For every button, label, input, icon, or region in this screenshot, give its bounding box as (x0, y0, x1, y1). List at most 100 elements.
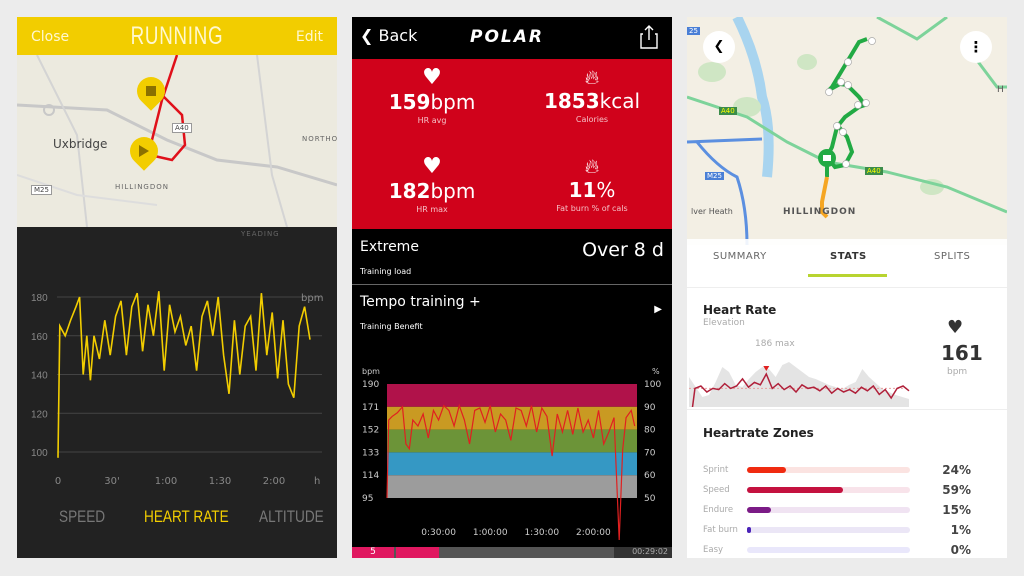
heart-rate-title: Heart Rate (703, 303, 777, 317)
y-tick-label-left: 133 (362, 448, 379, 458)
zone-bar-track (747, 507, 910, 513)
heart-icon: ♥ (422, 65, 442, 90)
lap-progress (396, 547, 440, 558)
route-map[interactable]: Uxbridge HILLINGDON NORTHO YEADING A40 M… (17, 54, 337, 238)
flame-icon: 🔥︎ (584, 154, 600, 178)
stat-hr-avg: ♥ 159bpm HR avg (352, 65, 512, 125)
x-axis-label: h (314, 476, 320, 487)
heart-rate-unit: bpm (947, 367, 968, 377)
divider (687, 287, 1007, 288)
heart-rate-value: 161 (941, 341, 983, 365)
heart-rate-icon: ♥ (947, 317, 964, 338)
page-title: RUNNING (130, 22, 224, 50)
chevron-left-icon: ❮ (360, 26, 374, 45)
x-tick-label: 1:30:00 (524, 528, 559, 538)
stat-fat-burn: 🔥︎ 11% Fat burn % of cals (512, 154, 672, 213)
y-tick-label-right: 60 (644, 471, 656, 481)
heart-rate-line (691, 372, 910, 407)
zone-percent: 59% (942, 483, 971, 497)
road-shield: M25 (705, 172, 724, 180)
share-icon[interactable] (640, 25, 658, 49)
back-button[interactable]: ❮ (703, 31, 735, 63)
tab-altitude[interactable]: ALTITUDE (259, 507, 324, 526)
active-tab-indicator (808, 274, 887, 277)
y-tick-label-right: 50 (644, 494, 656, 504)
map-label: NORTHO (302, 135, 337, 143)
y-tick-label: 160 (31, 332, 48, 343)
y-tick-label-right: 100 (644, 380, 661, 390)
more-options-button[interactable]: ⋮ (960, 31, 992, 63)
zone-label: Speed (703, 485, 730, 495)
road-shield: A40 (172, 123, 192, 133)
hr-zones-chart: 95 50 114 60 133 70 152 80 171 90 190 100 bpm % 0:30:0… (362, 367, 661, 541)
zone-band (387, 475, 637, 498)
road-shield: M25 (31, 185, 52, 195)
close-button[interactable]: Close (31, 29, 70, 45)
heart-rate-elevation-chart (689, 362, 910, 407)
heart-rate-line (57, 291, 311, 458)
lap-time: 00:29:02 (614, 547, 672, 558)
y-tick-label-left: 152 (362, 426, 379, 436)
zone-label: Fat burn (703, 525, 738, 535)
stats-grid: ♥ 159bpm HR avg 🔥︎ 1853kcal Calories ♥ 182bpm… (352, 59, 672, 229)
y-tick-label-left: 171 (362, 403, 379, 413)
road-shield: A40 (719, 107, 737, 115)
heart-icon: ♥ (422, 154, 442, 179)
y-tick-label: 180 (31, 293, 48, 304)
chevron-left-icon: ❮ (713, 39, 725, 54)
zone-label: Sprint (703, 465, 729, 475)
training-benefit-row[interactable]: Tempo training + Training Benefit ▶ (360, 294, 662, 331)
zone-bar-track (747, 467, 910, 473)
stat-calories: 🔥︎ 1853kcal Calories (512, 65, 672, 124)
y-axis-label: bpm (301, 293, 323, 304)
max-label: 186 max (755, 339, 795, 349)
tab-stats[interactable]: STATS (830, 251, 867, 262)
map-label: Uxbridge (53, 137, 108, 151)
tab-heart-rate[interactable]: HEART RATE (144, 507, 229, 526)
elevation-area (689, 362, 909, 407)
flame-icon: 🔥︎ (584, 65, 600, 89)
x-tick-label: 30' (104, 476, 119, 487)
zone-percent: 24% (942, 463, 971, 477)
tab-summary[interactable]: SUMMARY (713, 251, 767, 262)
edit-button[interactable]: Edit (295, 29, 323, 45)
zone-label: Easy (703, 545, 724, 555)
map-roads (17, 54, 337, 228)
zone-band (387, 384, 637, 407)
map-label: HILLINGDON (783, 207, 857, 217)
zone-bar-track (747, 527, 910, 533)
x-tick-label: 2:00:00 (576, 528, 611, 538)
play-icon[interactable]: ▶ (654, 304, 662, 315)
training-load-row[interactable]: Extreme Training load Over 8 d (352, 229, 672, 285)
zone-bar-fill (747, 487, 844, 493)
polar-app-panel: ❮ Back POLAR ♥ 159bpm HR avg 🔥︎ 1853kcal Cal… (352, 17, 672, 558)
heart-rate-chart: 100 120 140 160 180 bpm 0 30' 1:00 1:30 2:00 h (31, 291, 323, 487)
tab-splits[interactable]: SPLITS (934, 251, 971, 262)
lap-bar[interactable]: 5 00:29:02 (352, 547, 672, 558)
y-tick-label-right: 70 (644, 448, 656, 458)
zone-band (387, 452, 637, 476)
map-label: lver Heath (691, 207, 733, 216)
x-tick-label: 0 (55, 476, 61, 487)
map-label: H (997, 85, 1004, 95)
lap-number: 5 (352, 547, 394, 558)
heart-rate-line (386, 403, 636, 541)
y-tick-label: 140 (31, 371, 48, 382)
route-map[interactable]: HILLINGDON lver Heath H A40 A40 M25 25 ❮… (687, 17, 1007, 246)
zones-title: Heartrate Zones (703, 426, 814, 440)
zone-percent: 1% (950, 523, 971, 537)
zone-bar-fill (747, 467, 787, 473)
x-tick-label: 2:00 (263, 476, 285, 487)
divider (687, 409, 1007, 410)
zone-band (387, 429, 637, 453)
x-tick-label: 1:00 (155, 476, 177, 487)
tab-speed[interactable]: SPEED (59, 507, 106, 526)
y-axis-label-right: % (652, 367, 660, 376)
back-button[interactable]: ❮ Back (360, 26, 418, 45)
y-tick-label-left: 114 (362, 471, 379, 481)
zone-bar-track (747, 487, 910, 493)
more-vertical-icon: ⋮ (968, 38, 984, 56)
zone-percent: 0% (950, 543, 971, 557)
zone-bar-fill (747, 527, 751, 533)
road-shield: 25 (687, 27, 700, 35)
